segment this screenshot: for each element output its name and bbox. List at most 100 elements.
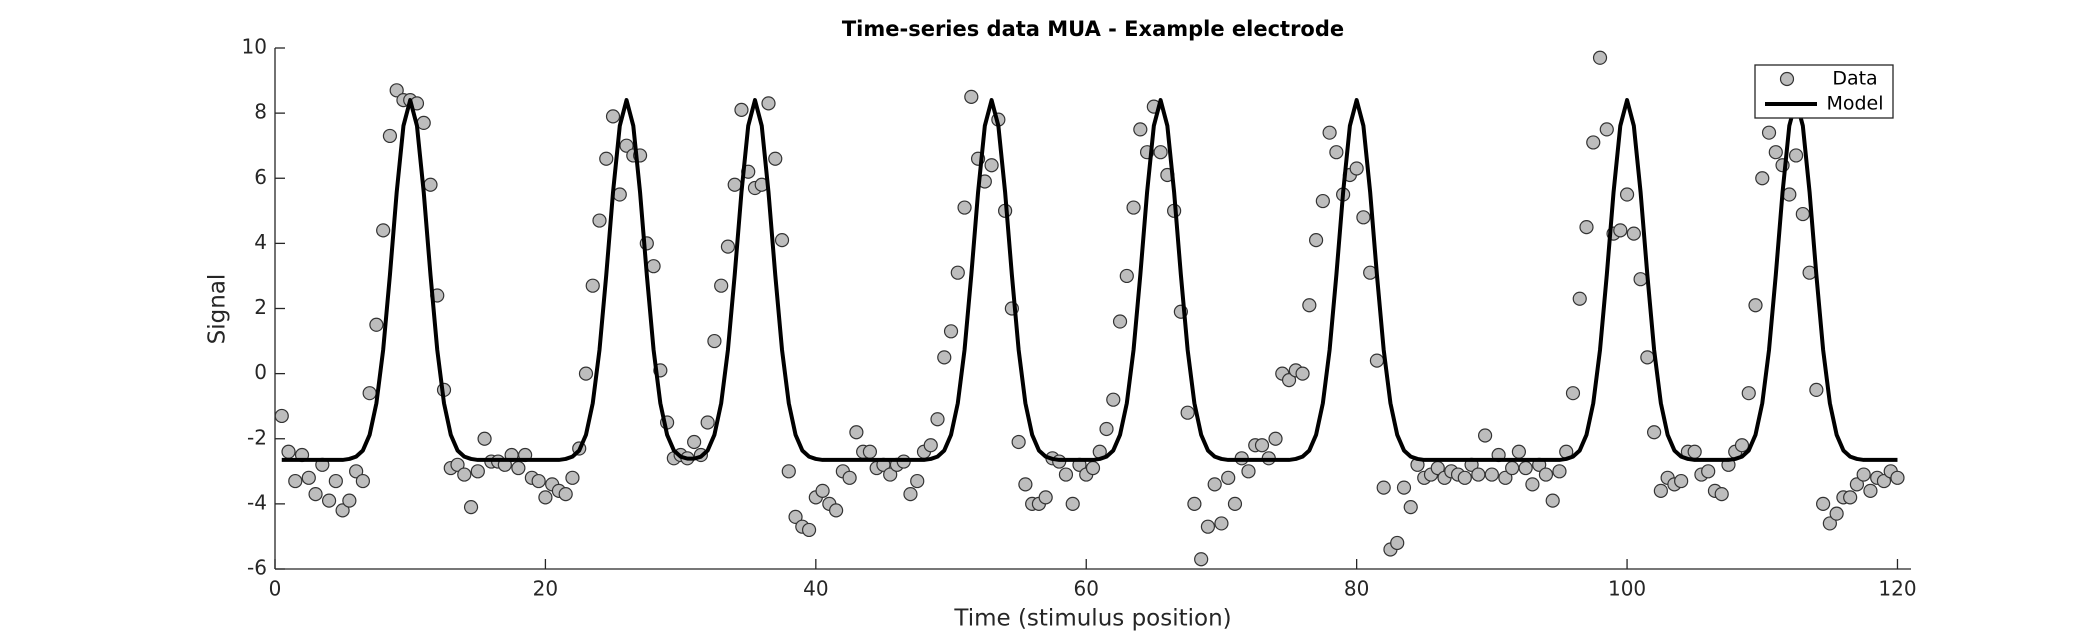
data-point — [1329, 145, 1344, 160]
legend-box — [1754, 64, 1894, 119]
data-point — [1308, 233, 1324, 248]
data-point — [1085, 460, 1101, 476]
data-point — [416, 115, 431, 130]
data-point — [470, 464, 485, 479]
data-point — [1890, 470, 1905, 485]
data-point — [558, 487, 573, 502]
data-point — [1376, 480, 1391, 495]
data-point — [1748, 298, 1763, 313]
data-point — [774, 233, 790, 248]
data-point — [1180, 405, 1195, 420]
data-point — [1714, 487, 1729, 502]
data-point — [1518, 460, 1533, 476]
data-point — [1755, 171, 1770, 186]
data-point — [883, 467, 898, 482]
data-point — [1356, 210, 1371, 225]
x-tick-label: 80 — [1344, 577, 1369, 601]
y-tick-label: -6 — [247, 556, 267, 580]
data-point — [1254, 438, 1270, 453]
data-point — [964, 89, 979, 104]
data-point — [950, 265, 965, 280]
data-point — [1809, 382, 1824, 398]
data-point — [1505, 460, 1520, 476]
data-point — [788, 509, 803, 525]
data-point — [565, 470, 580, 485]
data-point — [734, 102, 749, 117]
data-point — [1457, 470, 1472, 485]
data-point — [281, 444, 296, 459]
x-axis-label: Time (stimulus position) — [953, 606, 1231, 632]
data-point — [862, 444, 878, 459]
data-point — [1200, 519, 1216, 534]
data-point — [531, 473, 546, 489]
data-point — [423, 177, 438, 192]
y-tick-label: 6 — [254, 165, 267, 189]
data-point — [1592, 50, 1608, 65]
data-point — [321, 493, 337, 508]
data-point — [1816, 496, 1831, 511]
data-point — [1734, 438, 1750, 453]
y-tick-label: 8 — [254, 100, 267, 124]
data-point — [1653, 483, 1668, 498]
data-point — [1133, 122, 1148, 137]
data-point — [1579, 219, 1594, 235]
data-point — [599, 151, 614, 166]
data-point — [1626, 226, 1641, 241]
y-axis-label: Signal — [205, 274, 231, 345]
x-tick-label: 0 — [269, 577, 282, 601]
data-point — [1586, 135, 1601, 150]
data-point — [1471, 467, 1486, 482]
data-point — [1498, 470, 1513, 485]
data-point — [592, 213, 607, 228]
data-point — [1207, 477, 1222, 492]
data-point — [605, 109, 621, 124]
data-point — [1633, 272, 1648, 287]
y-tick-label: 4 — [254, 230, 267, 254]
data-point — [389, 83, 404, 98]
data-point — [619, 138, 634, 153]
data-point — [1761, 125, 1777, 140]
data-point — [1099, 421, 1114, 437]
data-point — [1484, 467, 1499, 482]
data-point — [1369, 353, 1385, 368]
data-point — [1038, 490, 1053, 505]
data-point — [1106, 392, 1121, 407]
data-point — [781, 464, 796, 479]
y-tick-label: 10 — [242, 35, 267, 59]
data-point — [1788, 148, 1804, 163]
data-point — [1619, 187, 1635, 202]
data-point — [720, 239, 736, 254]
data-point — [288, 473, 303, 489]
data-point — [1477, 428, 1493, 443]
data-point — [1647, 425, 1662, 440]
data-point — [578, 366, 594, 381]
model-line — [281, 98, 1898, 462]
data-point — [1795, 206, 1810, 222]
data-point — [328, 473, 343, 489]
y-tick-label: -2 — [247, 425, 267, 449]
data-point — [1572, 291, 1587, 306]
data-point — [342, 493, 357, 508]
data-point — [1390, 535, 1405, 551]
data-point — [829, 503, 844, 518]
x-tick-label: 120 — [1878, 577, 1916, 601]
data-point — [768, 151, 783, 166]
data-point — [1768, 145, 1783, 160]
data-point — [477, 431, 492, 446]
data-point — [585, 278, 600, 293]
data-point — [910, 473, 925, 489]
data-point — [1863, 483, 1878, 498]
data-point — [937, 350, 952, 365]
data-point — [1349, 161, 1364, 176]
data-point — [1876, 473, 1892, 489]
data-point — [801, 522, 817, 538]
data-point — [1545, 493, 1560, 508]
data-point — [1315, 193, 1330, 209]
legend-label: Model — [1826, 93, 1883, 115]
data-point — [1281, 373, 1297, 388]
data-point — [1227, 496, 1243, 511]
data-point — [1187, 496, 1202, 511]
data-point — [761, 96, 776, 111]
y-tick-label: 0 — [254, 360, 267, 384]
